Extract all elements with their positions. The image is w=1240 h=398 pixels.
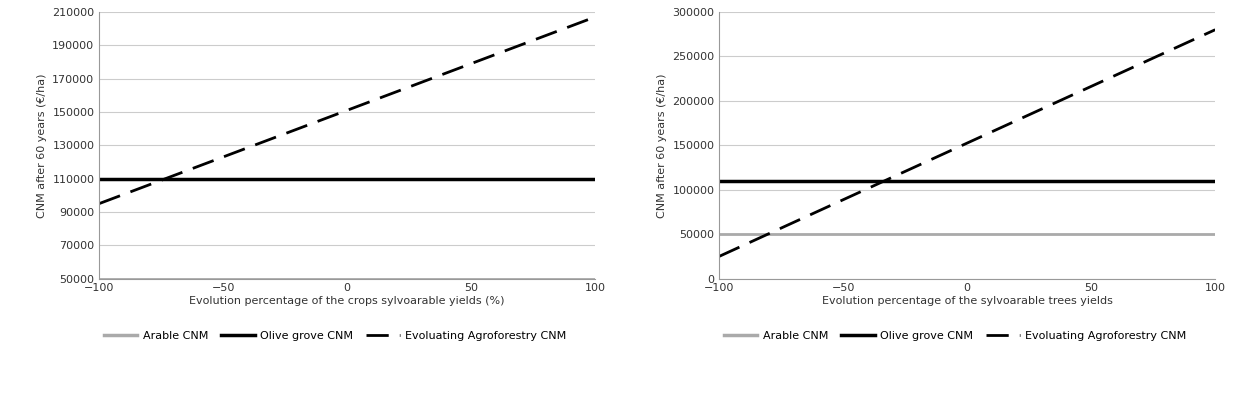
Legend: Arable CNM, Olive grove CNM, Evoluating Agroforestry CNM: Arable CNM, Olive grove CNM, Evoluating … — [99, 327, 572, 345]
X-axis label: Evolution percentage of the sylvoarable trees yields: Evolution percentage of the sylvoarable … — [822, 296, 1112, 306]
Y-axis label: CNM after 60 years (€/ha): CNM after 60 years (€/ha) — [37, 73, 47, 218]
Legend: Arable CNM, Olive grove CNM, Evoluating Agroforestry CNM: Arable CNM, Olive grove CNM, Evoluating … — [719, 327, 1192, 345]
Y-axis label: CNM after 60 years (€/ha): CNM after 60 years (€/ha) — [657, 73, 667, 218]
X-axis label: Evolution percentage of the crops sylvoarable yields (%): Evolution percentage of the crops sylvoa… — [190, 296, 505, 306]
